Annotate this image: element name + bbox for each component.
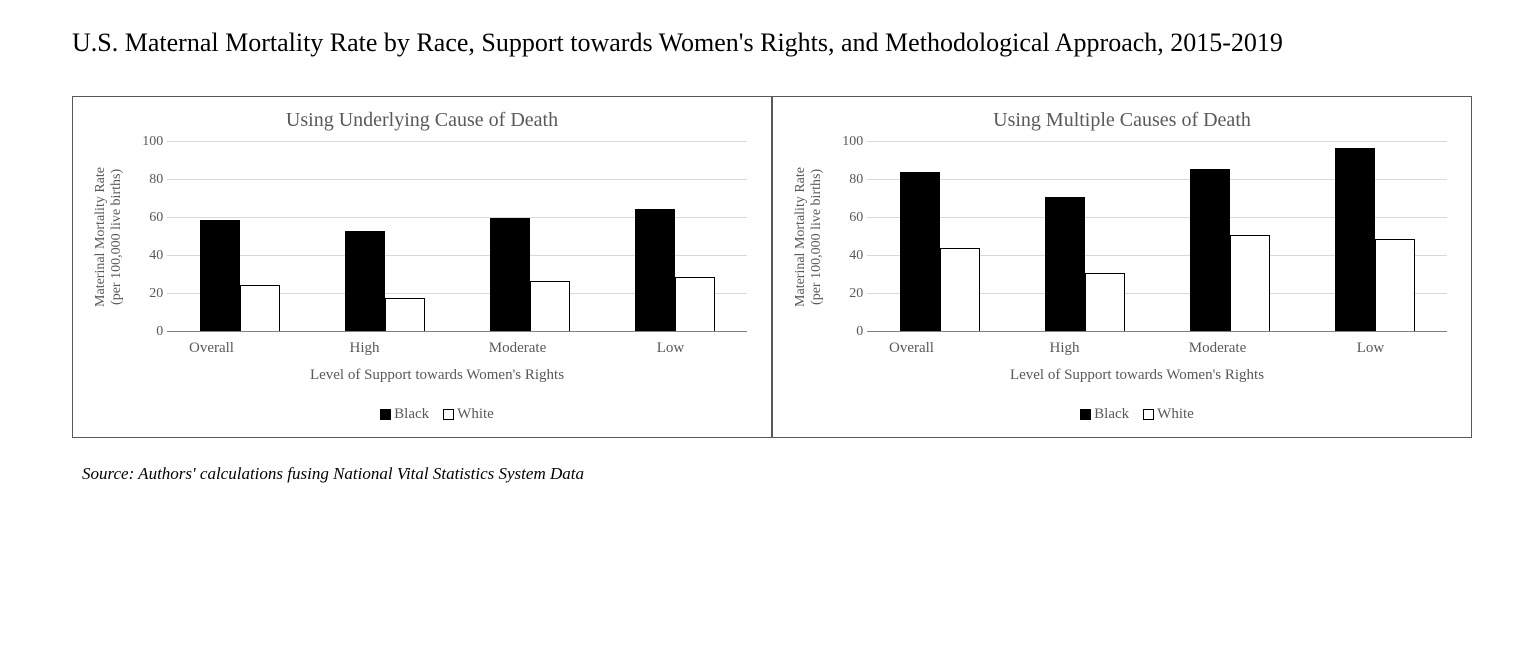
y-tick-label: 0	[156, 324, 163, 340]
y-axis-label-line1: Materinal Mortality Rate	[93, 167, 108, 307]
y-tick-label: 60	[849, 210, 863, 226]
page-root: U.S. Maternal Mortality Rate by Race, Su…	[0, 0, 1535, 508]
x-category-label: High	[288, 340, 441, 357]
bar-group	[167, 142, 312, 332]
y-ticks: 020406080100	[133, 142, 167, 332]
bar-group	[602, 142, 747, 332]
y-tick-label: 100	[142, 134, 163, 150]
y-tick-label: 20	[149, 286, 163, 302]
x-category-label: Moderate	[441, 340, 594, 357]
legend-swatch-black-icon	[1080, 409, 1091, 420]
legend-item-white: White	[1143, 406, 1194, 423]
y-tick-label: 0	[856, 324, 863, 340]
chart-row: Materinal Mortality Rate (per 100,000 li…	[793, 142, 1451, 332]
chart-row: Materinal Mortality Rate (per 100,000 li…	[93, 142, 751, 332]
legend-swatch-black-icon	[380, 409, 391, 420]
panel-multiple-causes: Using Multiple Causes of Death Materinal…	[772, 96, 1472, 438]
plot-area: 020406080100	[833, 142, 1451, 332]
x-category-label: Overall	[835, 340, 988, 357]
y-tick-label: 100	[842, 134, 863, 150]
legend-swatch-white-icon	[443, 409, 454, 420]
y-axis-label: Materinal Mortality Rate (per 100,000 li…	[793, 167, 825, 307]
y-tick-label: 80	[849, 172, 863, 188]
bar-black	[490, 218, 530, 332]
bar-black	[1045, 197, 1085, 332]
bar-white	[1375, 239, 1415, 332]
bar-white	[530, 281, 570, 332]
legend: Black White	[823, 406, 1451, 423]
legend-item-black: Black	[380, 406, 429, 423]
bar-black	[1335, 148, 1375, 332]
bar-white	[675, 277, 715, 332]
bar-group	[867, 142, 1012, 332]
y-tick-label: 40	[149, 248, 163, 264]
bar-black	[900, 172, 940, 332]
x-category-labels: OverallHighModerateLow	[835, 340, 1447, 357]
x-axis-label: Level of Support towards Women's Rights	[823, 367, 1451, 384]
bar-black	[200, 220, 240, 332]
y-ticks: 020406080100	[833, 142, 867, 332]
x-category-label: High	[988, 340, 1141, 357]
bar-white	[385, 298, 425, 332]
bar-white	[1230, 235, 1270, 332]
main-title: U.S. Maternal Mortality Rate by Race, Su…	[72, 28, 1475, 58]
y-axis-label-line1: Materinal Mortality Rate	[793, 167, 808, 307]
panel-title: Using Underlying Cause of Death	[93, 109, 751, 132]
bar-black	[635, 209, 675, 333]
y-axis-label: Materinal Mortality Rate (per 100,000 li…	[93, 167, 125, 307]
legend: Black White	[123, 406, 751, 423]
bars-container	[167, 142, 747, 332]
bar-group	[1157, 142, 1302, 332]
y-tick-label: 80	[149, 172, 163, 188]
y-axis-label-line2: (per 100,000 live births)	[809, 169, 824, 305]
legend-label-black: Black	[394, 406, 429, 423]
x-axis-label: Level of Support towards Women's Rights	[123, 367, 751, 384]
bar-white	[940, 248, 980, 332]
plot-area: 020406080100	[133, 142, 751, 332]
bar-white	[1085, 273, 1125, 332]
x-category-label: Overall	[135, 340, 288, 357]
panels-row: Using Underlying Cause of Death Materina…	[72, 96, 1475, 438]
legend-item-white: White	[443, 406, 494, 423]
y-axis-label-line2: (per 100,000 live births)	[109, 169, 124, 305]
panel-underlying-cause: Using Underlying Cause of Death Materina…	[72, 96, 772, 438]
bar-black	[345, 231, 385, 332]
legend-label-black: Black	[1094, 406, 1129, 423]
bar-group	[1012, 142, 1157, 332]
y-tick-label: 40	[849, 248, 863, 264]
x-category-label: Low	[594, 340, 747, 357]
legend-label-white: White	[457, 406, 494, 423]
legend-item-black: Black	[1080, 406, 1129, 423]
y-tick-label: 20	[849, 286, 863, 302]
bar-black	[1190, 169, 1230, 332]
legend-swatch-white-icon	[1143, 409, 1154, 420]
baseline	[867, 331, 1447, 332]
y-tick-label: 60	[149, 210, 163, 226]
x-category-label: Low	[1294, 340, 1447, 357]
bar-group	[457, 142, 602, 332]
bar-group	[312, 142, 457, 332]
bar-group	[1302, 142, 1447, 332]
x-category-label: Moderate	[1141, 340, 1294, 357]
bars-container	[867, 142, 1447, 332]
x-category-labels: OverallHighModerateLow	[135, 340, 747, 357]
legend-label-white: White	[1157, 406, 1194, 423]
source-note: Source: Authors' calculations fusing Nat…	[82, 464, 1475, 484]
bar-white	[240, 285, 280, 333]
panel-title: Using Multiple Causes of Death	[793, 109, 1451, 132]
baseline	[167, 331, 747, 332]
